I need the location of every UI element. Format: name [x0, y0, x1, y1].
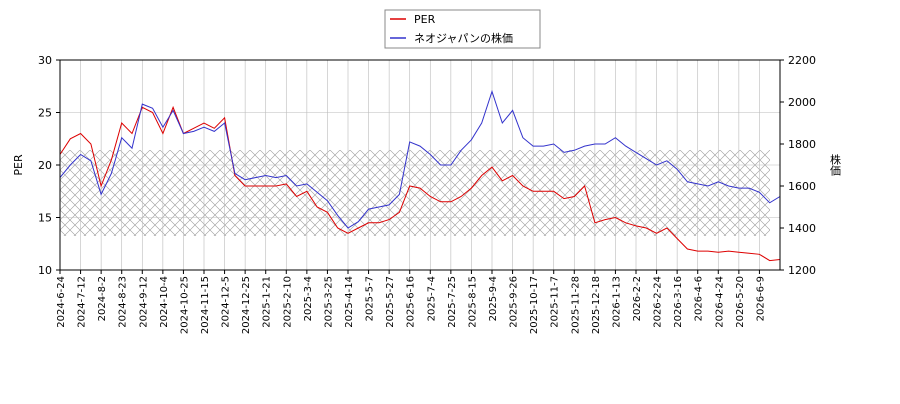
- x-tick-label: 2025-2-10: [282, 276, 293, 328]
- x-tick-label: 2025-8-15: [467, 276, 478, 328]
- x-tick-label: 2025-1-21: [262, 276, 273, 328]
- y-tick-label: 10: [38, 264, 52, 277]
- x-tick-label: 2026-2-2: [632, 276, 643, 321]
- x-tick-label: 2024-8-2: [97, 276, 108, 321]
- legend: PER ネオジャパンの株価: [384, 9, 541, 49]
- legend-label: ネオジャパンの株価: [414, 31, 513, 45]
- x-tick-label: 2024-10-25: [179, 276, 190, 334]
- x-tick-label: 2025-4-14: [344, 276, 355, 328]
- x-tick-label: 2025-10-17: [529, 276, 540, 334]
- y2-tick-label: 2200: [788, 54, 816, 67]
- x-tick-label: 2025-11-28: [570, 276, 581, 334]
- legend-box: [384, 9, 541, 49]
- y2-tick-label: 2000: [788, 96, 816, 109]
- x-tick-label: 2025-7-25: [447, 276, 458, 328]
- x-tick-label: 2025-11-7: [550, 276, 561, 328]
- x-tick-label: 2024-6-24: [56, 276, 67, 328]
- y-tick-label: 30: [38, 54, 52, 67]
- x-tick-label: 2025-6-16: [406, 276, 417, 328]
- x-tick-label: 2025-5-7: [365, 276, 376, 321]
- y-tick-label: 20: [38, 159, 52, 172]
- y2-tick-label: 1800: [788, 138, 816, 151]
- x-tick-label: 2025-3-25: [323, 276, 334, 328]
- x-tick-label: 2024-9-12: [138, 276, 149, 328]
- x-tick-label: 2026-6-9: [755, 276, 766, 321]
- x-tick-label: 2025-9-4: [488, 276, 499, 321]
- x-tick-label: 2025-9-26: [509, 276, 520, 328]
- plot-frame: [59, 59, 781, 271]
- y2-tick-label: 1200: [788, 264, 816, 277]
- y2-tick-label: 1400: [788, 222, 816, 235]
- legend-label: PER: [414, 13, 436, 26]
- x-tick-label: 2026-2-24: [653, 276, 664, 328]
- hatched-band: [60, 150, 770, 236]
- series-line: [59, 89, 781, 229]
- x-tick-label: 2025-12-18: [591, 276, 602, 334]
- y2-axis-label: 株価: [829, 153, 842, 176]
- x-tick-label: 2025-5-27: [385, 276, 396, 328]
- x-tick-label: 2026-5-20: [735, 276, 746, 328]
- x-tick-label: 2026-3-16: [673, 276, 684, 328]
- x-tick-label: 2024-12-25: [241, 276, 252, 334]
- x-tick-label: 2024-7-12: [77, 276, 88, 328]
- x-tick-label: 2025-7-4: [426, 276, 437, 321]
- y-tick-label: 25: [38, 107, 52, 120]
- y2-tick-label: 1600: [788, 180, 816, 193]
- x-tick-label: 2024-8-23: [118, 276, 129, 328]
- x-tick-label: 2024-12-5: [221, 276, 232, 328]
- y-axis-label: PER: [12, 154, 25, 176]
- x-tick-label: 2024-11-15: [200, 276, 211, 334]
- x-tick-label: 2024-10-4: [159, 276, 170, 328]
- lines: [59, 89, 781, 262]
- x-tick-label: 2026-1-13: [611, 276, 622, 328]
- y-tick-label: 15: [38, 212, 52, 225]
- x-tick-label: 2026-4-24: [714, 276, 725, 328]
- x-tick-label: 2025-3-4: [303, 276, 314, 321]
- x-tick-label: 2026-4-6: [694, 276, 705, 321]
